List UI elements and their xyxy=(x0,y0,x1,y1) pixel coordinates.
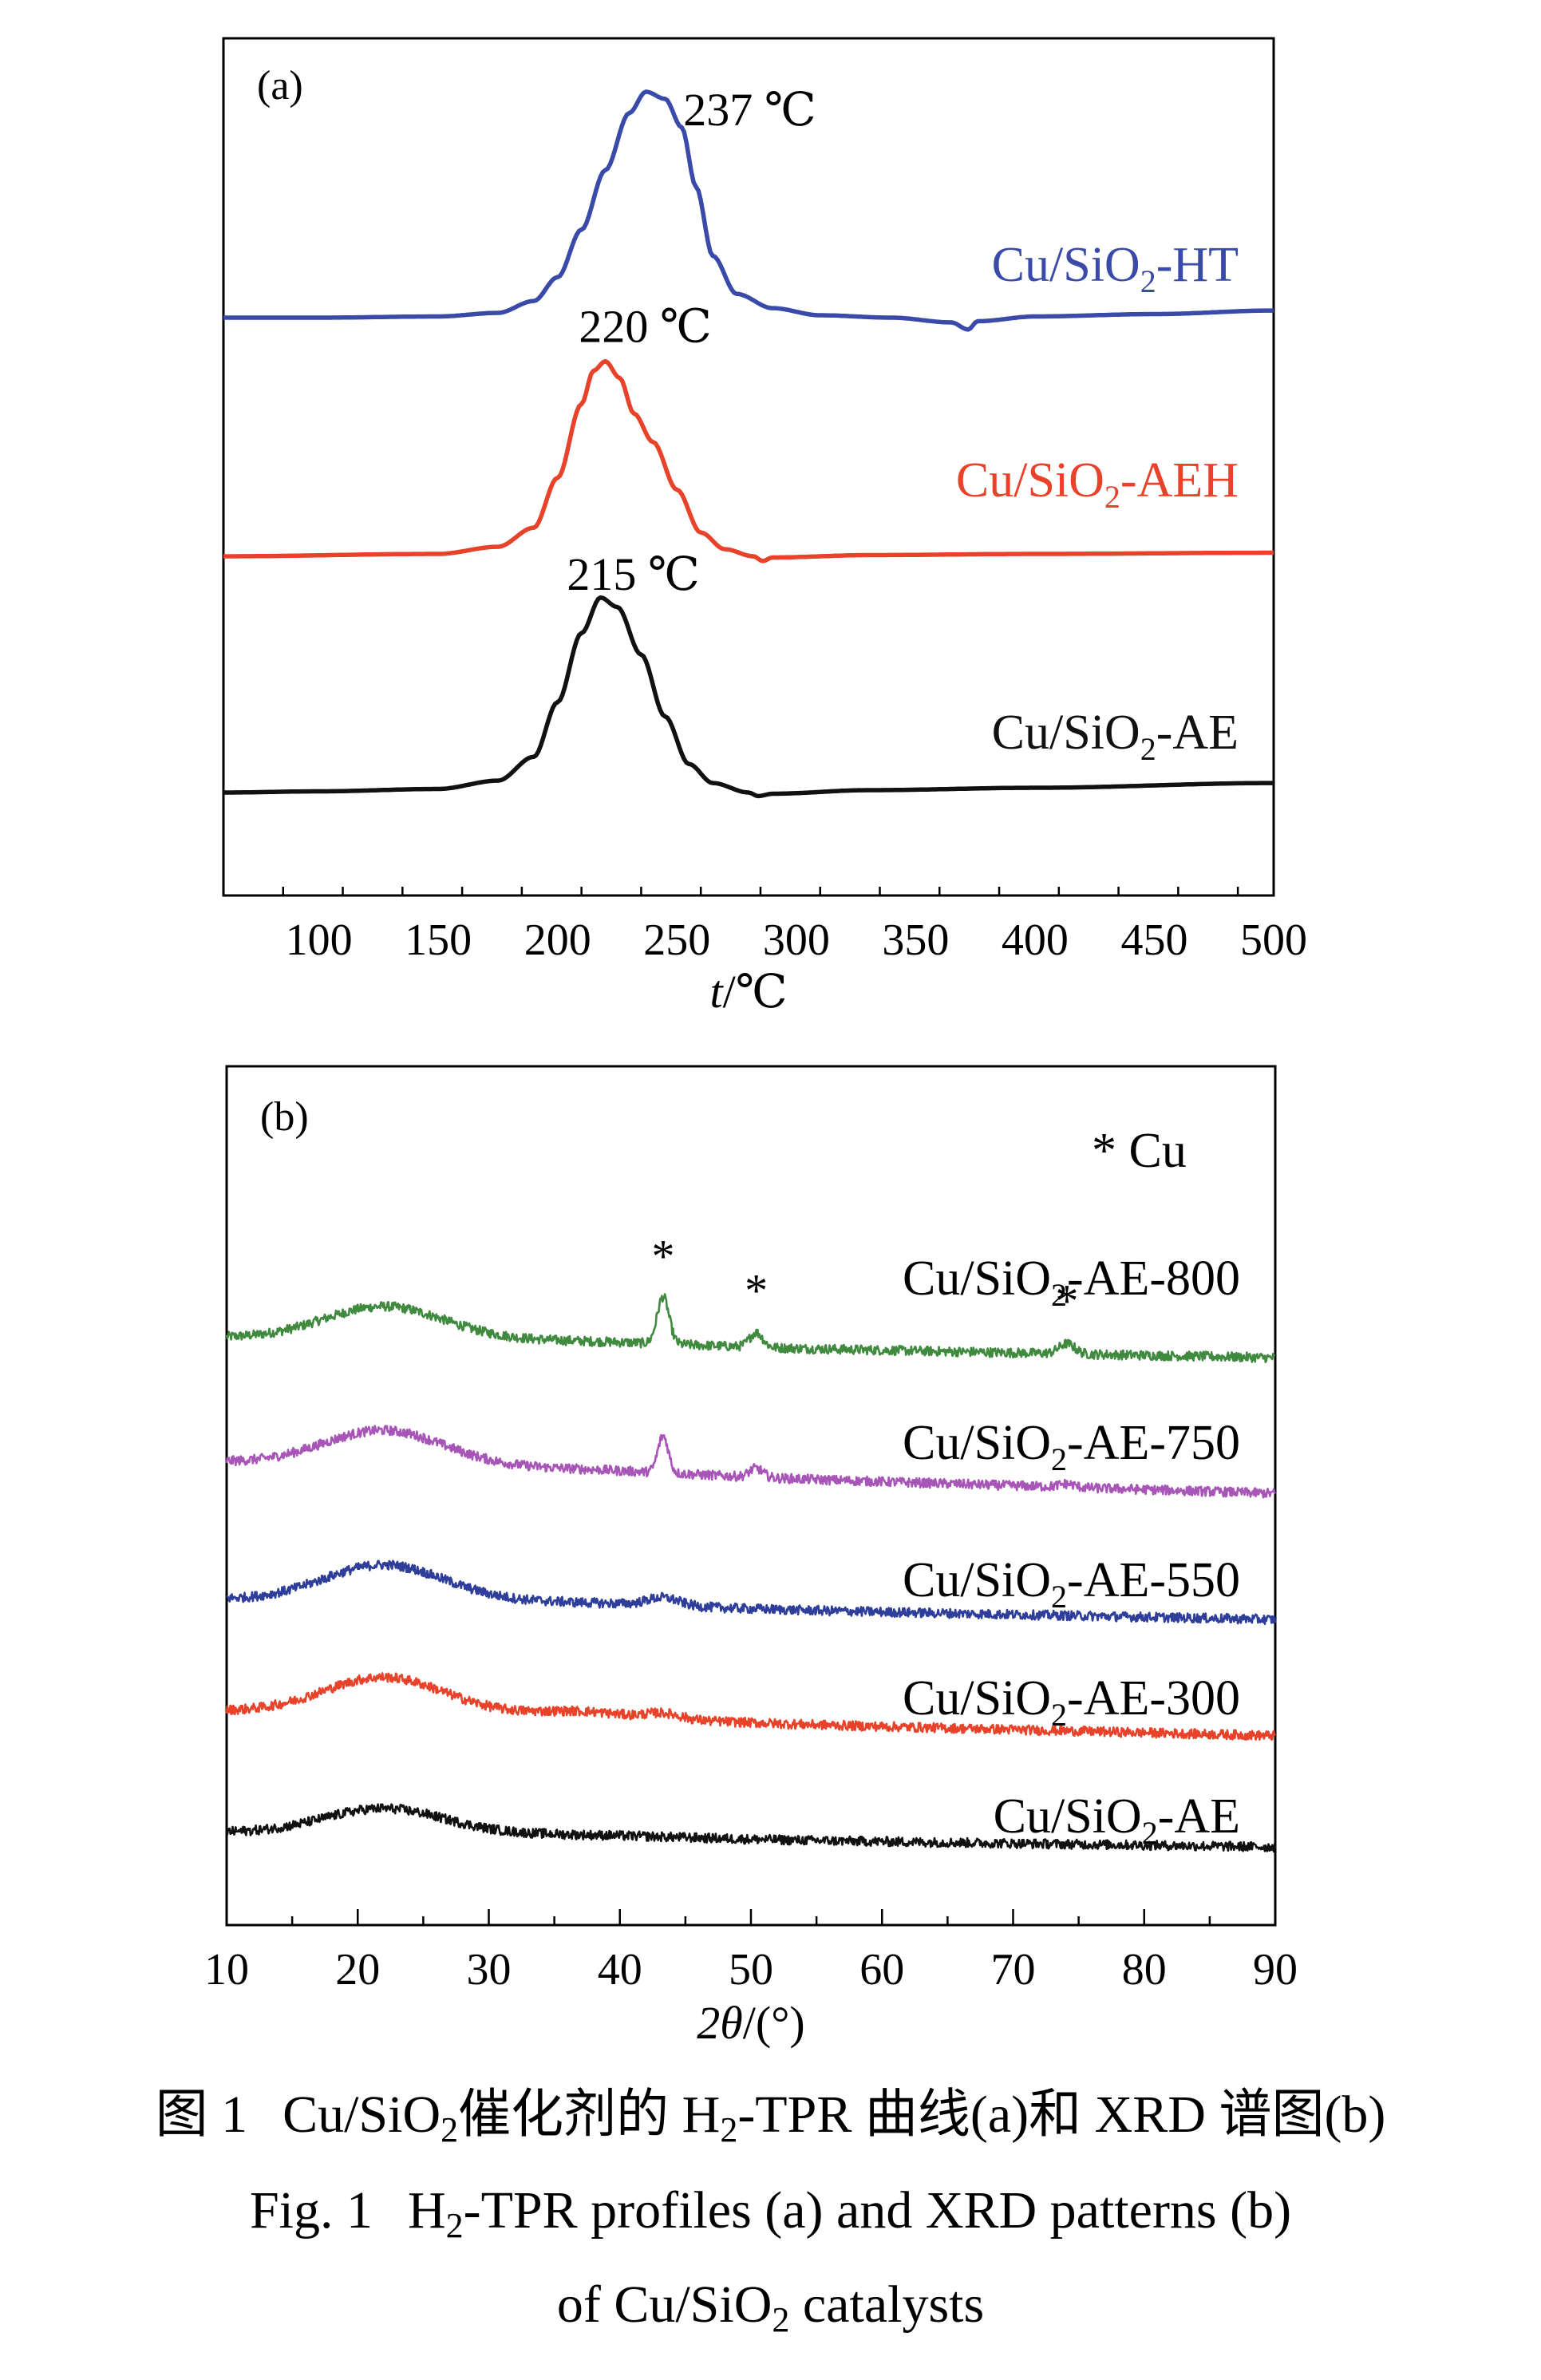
tpr-series-label-tail: -AEH xyxy=(1120,453,1239,508)
caption-en-line2: of Cu/SiO2 catalysts xyxy=(0,2273,1541,2352)
tpr-series-label: Cu/SiO2-AEH xyxy=(956,453,1239,515)
xrd-series-label: Cu/SiO2-AE-750 xyxy=(903,1416,1240,1477)
tpr-x-tick-label: 450 xyxy=(1120,915,1187,965)
caption-en-line2-a: of Cu/SiO xyxy=(556,2275,772,2334)
caption-cn-part-a: Cu/SiO xyxy=(283,2085,441,2144)
tpr-x-tick-label: 100 xyxy=(286,915,353,965)
caption-cn: 图 1 Cu/SiO2催化剂的 H2-TPR 曲线(a)和 XRD 谱图(b) xyxy=(0,2083,1541,2162)
tpr-series-label: Cu/SiO2-AE xyxy=(992,706,1239,767)
caption-cn-sub-a: 2 xyxy=(441,2110,459,2149)
xrd-legend-cu: * Cu xyxy=(1092,1124,1187,1178)
caption-en-h-sub: 2 xyxy=(445,2206,464,2245)
xrd-cu-peak-marker: * xyxy=(1055,1275,1078,1327)
tpr-series-label-main: Cu/SiO xyxy=(992,238,1140,292)
xrd-x-tick-label: 50 xyxy=(729,1945,773,1995)
xrd-series-line xyxy=(225,1803,1277,1853)
tpr-x-tick-label: 400 xyxy=(1002,915,1069,965)
caption-en-fig-no: Fig. 1 xyxy=(249,2181,373,2240)
caption-en-h: H xyxy=(407,2181,446,2240)
tpr-series-line xyxy=(223,358,1274,563)
tpr-series-label-main: Cu/SiO xyxy=(992,706,1140,760)
tpr-series-label-tail: -AE xyxy=(1156,706,1239,760)
xrd-series-label: Cu/SiO2-AE xyxy=(994,1789,1240,1851)
tpr-series-label-sub: 2 xyxy=(1140,731,1156,767)
tpr-series-label-main: Cu/SiO xyxy=(956,453,1104,508)
tpr-x-tick-label: 250 xyxy=(643,915,710,965)
xrd-series-label-main: Cu/SiO xyxy=(903,1251,1051,1306)
caption-cn-sub-b: 2 xyxy=(720,2110,738,2149)
xrd-x-axis-title-unit: /(°) xyxy=(743,1997,805,2049)
xrd-series-label-tail: -AE-300 xyxy=(1067,1671,1240,1726)
tpr-x-axis-title-var: t xyxy=(709,966,724,1018)
tpr-series-label-sub: 2 xyxy=(1140,263,1156,299)
caption-cn-fig-no: 图 1 xyxy=(155,2085,248,2144)
xrd-series-label-tail: -AE-550 xyxy=(1067,1553,1240,1607)
tpr-series-label: Cu/SiO2-HT xyxy=(992,238,1239,299)
xrd-x-tick-label: 40 xyxy=(598,1945,642,1995)
xrd-series-label: Cu/SiO2-AE-800 xyxy=(903,1251,1240,1313)
tpr-x-tick-label: 350 xyxy=(882,915,949,965)
xrd-series-line xyxy=(225,1293,1276,1363)
xrd-series-label-tail: -AE-800 xyxy=(1067,1251,1240,1306)
xrd-series-label-tail: -AE-750 xyxy=(1067,1416,1240,1470)
xrd-x-tick-label: 90 xyxy=(1253,1945,1298,1995)
tpr-x-tick-label: 300 xyxy=(763,915,830,965)
xrd-x-tick-label: 60 xyxy=(859,1945,904,1995)
xrd-series-label-main: Cu/SiO xyxy=(994,1789,1142,1844)
tpr-peak-label: 237 ℃ xyxy=(683,84,816,136)
xrd-x-axis-title: 2θ/(°) xyxy=(697,1997,804,2049)
xrd-x-tick-label: 10 xyxy=(204,1945,249,1995)
tpr-x-tick-label: 150 xyxy=(405,915,472,965)
tpr-series-label-sub: 2 xyxy=(1104,479,1120,515)
xrd-series-line xyxy=(225,1425,1277,1499)
xrd-panel-label: (b) xyxy=(260,1094,309,1140)
xrd-series-label-sub: 2 xyxy=(1051,1277,1067,1313)
tpr-peak-label: 220 ℃ xyxy=(579,301,711,353)
caption-cn-part-c: -TPR 曲线(a)和 XRD 谱图(b) xyxy=(737,2085,1386,2144)
caption-en-line2-b: catalysts xyxy=(789,2275,985,2334)
tpr-series-label-tail: -HT xyxy=(1156,238,1239,292)
xrd-cu-peak-marker: * xyxy=(651,1231,674,1283)
xrd-x-tick-label: 30 xyxy=(467,1945,512,1995)
xrd-x-tick-label: 20 xyxy=(335,1945,380,1995)
xrd-panel: 10 20 30 40 50 60 70 80 90(b)2θ/(°)* CuCu/SiO2-A… xyxy=(204,1065,1298,2049)
xrd-x-tick-label: 80 xyxy=(1122,1945,1167,1995)
xrd-series-label-main: Cu/SiO xyxy=(903,1416,1051,1470)
tpr-plot-frame xyxy=(222,37,1275,897)
tpr-panel-label: (a) xyxy=(257,63,303,109)
caption-en-rest: -TPR profiles (a) and XRD patterns (b) xyxy=(463,2181,1292,2240)
xrd-series-label-sub: 2 xyxy=(1051,1697,1067,1733)
xrd-cu-peak-marker: * xyxy=(745,1265,768,1317)
tpr-x-axis-title: t/℃ xyxy=(709,966,787,1018)
tpr-peak-label: 215 ℃ xyxy=(567,548,699,600)
tpr-panel: 100 150 200 250 300 350 400 450 500(a)t/℃Cu/SiO2… xyxy=(222,37,1307,1018)
xrd-series-label-main: Cu/SiO xyxy=(903,1671,1051,1726)
caption-en-line2-sub: 2 xyxy=(772,2300,790,2339)
xrd-x-axis-title-var: 2θ xyxy=(697,1997,743,2049)
xrd-series-label-sub: 2 xyxy=(1051,1441,1067,1477)
xrd-series-label-tail: -AE xyxy=(1158,1789,1240,1844)
xrd-series-label-main: Cu/SiO xyxy=(903,1553,1051,1607)
xrd-series-line xyxy=(225,1672,1277,1741)
xrd-series-label: Cu/SiO2-AE-300 xyxy=(903,1671,1240,1733)
caption-cn-part-b: 催化剂的 H xyxy=(458,2085,721,2144)
caption-en-line1: Fig. 1 H2-TPR profiles (a) and XRD patter… xyxy=(0,2179,1541,2258)
xrd-x-tick-label: 70 xyxy=(991,1945,1036,1995)
tpr-series-line xyxy=(223,595,1274,799)
tpr-series-line xyxy=(223,89,1274,332)
xrd-series-label-sub: 2 xyxy=(1142,1815,1158,1851)
xrd-series-line xyxy=(226,1560,1277,1626)
xrd-series-label-sub: 2 xyxy=(1051,1579,1067,1615)
tpr-x-tick-label: 500 xyxy=(1240,915,1307,965)
tpr-x-axis-title-unit: /℃ xyxy=(723,966,788,1018)
tpr-x-tick-label: 200 xyxy=(524,915,591,965)
xrd-series-label: Cu/SiO2-AE-550 xyxy=(903,1553,1240,1615)
